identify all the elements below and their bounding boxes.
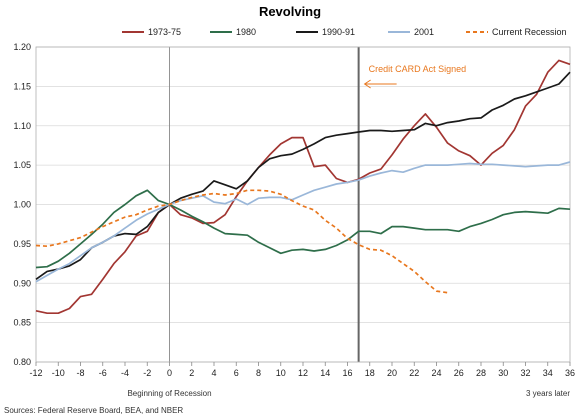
source-note: Sources: Federal Reserve Board, BEA, and… — [4, 406, 183, 415]
y-tick-label: 1.00 — [13, 200, 31, 210]
x-tick-label: 30 — [498, 368, 508, 378]
legend-label-1980: 1980 — [236, 27, 256, 37]
y-tick-label: 0.95 — [13, 239, 31, 249]
credit-card-act-annotation: Credit CARD Act Signed — [363, 64, 467, 89]
x-tick-label: 36 — [565, 368, 575, 378]
y-tick-label: 0.80 — [13, 357, 31, 367]
x-tick-label: 28 — [476, 368, 486, 378]
x-tick-label: 24 — [431, 368, 441, 378]
x-tick-label: 10 — [276, 368, 286, 378]
legend-label-1973-75: 1973-75 — [148, 27, 181, 37]
x-tick-label: 14 — [320, 368, 330, 378]
x-tick-label: 22 — [409, 368, 419, 378]
x-tick-label: 12 — [298, 368, 308, 378]
chart-legend: 1973-75 1980 1990-91 2001 Current Recession — [122, 27, 567, 37]
chart-title: Revolving — [259, 4, 321, 19]
x-tick-label: 4 — [211, 368, 216, 378]
legend-label-1990-91: 1990-91 — [322, 27, 355, 37]
annotation-arrowhead — [363, 79, 371, 89]
annotation-label: Credit CARD Act Signed — [369, 64, 467, 74]
x-tick-label: -8 — [76, 368, 84, 378]
x-tick-label: 16 — [342, 368, 352, 378]
y-tick-label: 1.05 — [13, 160, 31, 170]
legend-label-2001: 2001 — [414, 27, 434, 37]
gridlines — [36, 46, 570, 363]
x-tick-label: 34 — [543, 368, 553, 378]
series-line-1973-75 — [35, 59, 571, 315]
x-start-note: Beginning of Recession — [127, 389, 211, 398]
x-tick-label: 2 — [189, 368, 194, 378]
series-lines — [35, 59, 571, 315]
series-line-current-recession — [35, 189, 448, 294]
y-tick-label: 1.10 — [13, 121, 31, 131]
x-tick-label: -2 — [143, 368, 151, 378]
y-tick-label: 0.85 — [13, 318, 31, 328]
y-tick-label: 1.15 — [13, 81, 31, 91]
x-tick-label: 32 — [520, 368, 530, 378]
x-tick-label: 6 — [234, 368, 239, 378]
y-axis-ticks: 0.80 0.85 0.90 0.95 1.00 1.05 1.10 1.15 1.20 — [13, 42, 31, 367]
y-tick-label: 0.90 — [13, 278, 31, 288]
x-axis-ticks: -12 -10 -8 -6 -4 -2 0 2 4 6 8 10 12 14 16 18 20 22 24 26 28 3… — [29, 362, 575, 378]
x-tick-label: -10 — [52, 368, 65, 378]
x-end-note: 3 years later — [526, 389, 570, 398]
x-tick-label: 18 — [365, 368, 375, 378]
series-line-2001 — [35, 161, 571, 283]
x-tick-label: 0 — [167, 368, 172, 378]
x-tick-label: 20 — [387, 368, 397, 378]
x-tick-label: 8 — [256, 368, 261, 378]
x-tick-label: -12 — [29, 368, 42, 378]
y-tick-label: 1.20 — [13, 42, 31, 52]
x-tick-label: 26 — [454, 368, 464, 378]
series-line-1990-91 — [35, 71, 571, 280]
series-line-1980 — [35, 189, 571, 269]
legend-label-current-recession: Current Recession — [492, 27, 567, 37]
x-tick-label: -6 — [99, 368, 107, 378]
x-tick-label: -4 — [121, 368, 129, 378]
